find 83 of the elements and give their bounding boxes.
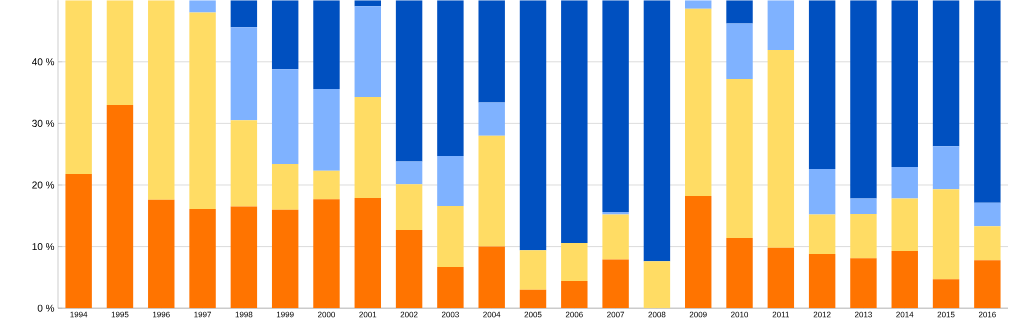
bar	[395, 229, 423, 309]
bar	[437, 0, 464, 156]
bar	[230, 0, 258, 28]
bar	[519, 250, 547, 290]
bar	[478, 135, 505, 247]
bar	[767, 49, 795, 248]
bar	[726, 78, 753, 238]
bar	[437, 155, 464, 206]
bar	[189, 12, 216, 209]
bar	[65, 0, 92, 174]
bar	[561, 242, 588, 281]
bar	[932, 0, 960, 147]
bar	[726, 237, 753, 309]
bar	[354, 6, 381, 97]
bar	[808, 253, 836, 309]
bar	[767, 0, 795, 50]
bar	[230, 120, 258, 207]
bar	[891, 0, 918, 168]
bar	[271, 163, 299, 210]
bar	[808, 0, 836, 169]
bar	[313, 170, 340, 200]
bar	[850, 198, 877, 214]
bar	[726, 23, 753, 79]
bar	[395, 184, 423, 230]
bar	[271, 209, 299, 309]
bar	[478, 102, 505, 136]
bar	[148, 0, 175, 200]
bar	[437, 266, 464, 309]
y-tick-label: 0 %	[37, 304, 55, 312]
bar	[354, 197, 381, 309]
bar	[313, 199, 340, 309]
bar	[148, 199, 175, 309]
bar	[602, 214, 629, 260]
y-tick-label: 20 %	[32, 181, 55, 189]
bar	[850, 213, 877, 259]
bar	[437, 205, 464, 267]
bar	[850, 258, 877, 309]
bar	[395, 161, 423, 185]
bar	[685, 8, 712, 196]
bar	[685, 195, 712, 309]
bar	[685, 0, 712, 9]
bar	[808, 168, 836, 215]
bar	[891, 198, 918, 251]
bar	[808, 214, 836, 254]
bar	[974, 260, 1001, 309]
bar	[271, 0, 299, 70]
bar	[974, 226, 1001, 261]
bar	[189, 208, 216, 309]
bar	[974, 0, 1001, 203]
bar	[891, 167, 918, 199]
bar	[932, 146, 960, 190]
bar	[189, 0, 216, 13]
bar	[313, 0, 340, 89]
y-tick-label: 30 %	[32, 119, 55, 127]
bar	[643, 261, 671, 309]
bar	[106, 0, 134, 105]
bar	[313, 88, 340, 171]
bar	[230, 27, 258, 121]
bar	[478, 246, 505, 309]
bar	[932, 189, 960, 280]
bar	[395, 0, 423, 162]
bar	[519, 289, 547, 309]
bar	[519, 0, 547, 251]
bar	[891, 250, 918, 309]
y-tick-label: 40 %	[32, 58, 55, 66]
bar	[643, 0, 671, 262]
bar	[974, 202, 1001, 227]
bar	[767, 247, 795, 309]
bar	[602, 259, 629, 309]
bar	[932, 279, 960, 309]
bar	[561, 280, 588, 309]
y-tick-label: 10 %	[32, 242, 55, 251]
bar	[230, 206, 258, 309]
bar	[106, 104, 134, 309]
bar	[478, 0, 505, 103]
bar	[850, 0, 877, 199]
bar	[602, 0, 629, 212]
bar	[65, 173, 92, 309]
bar	[271, 69, 299, 164]
bar	[726, 0, 753, 24]
bar	[354, 96, 381, 198]
bar	[602, 212, 629, 215]
bar	[561, 0, 588, 243]
